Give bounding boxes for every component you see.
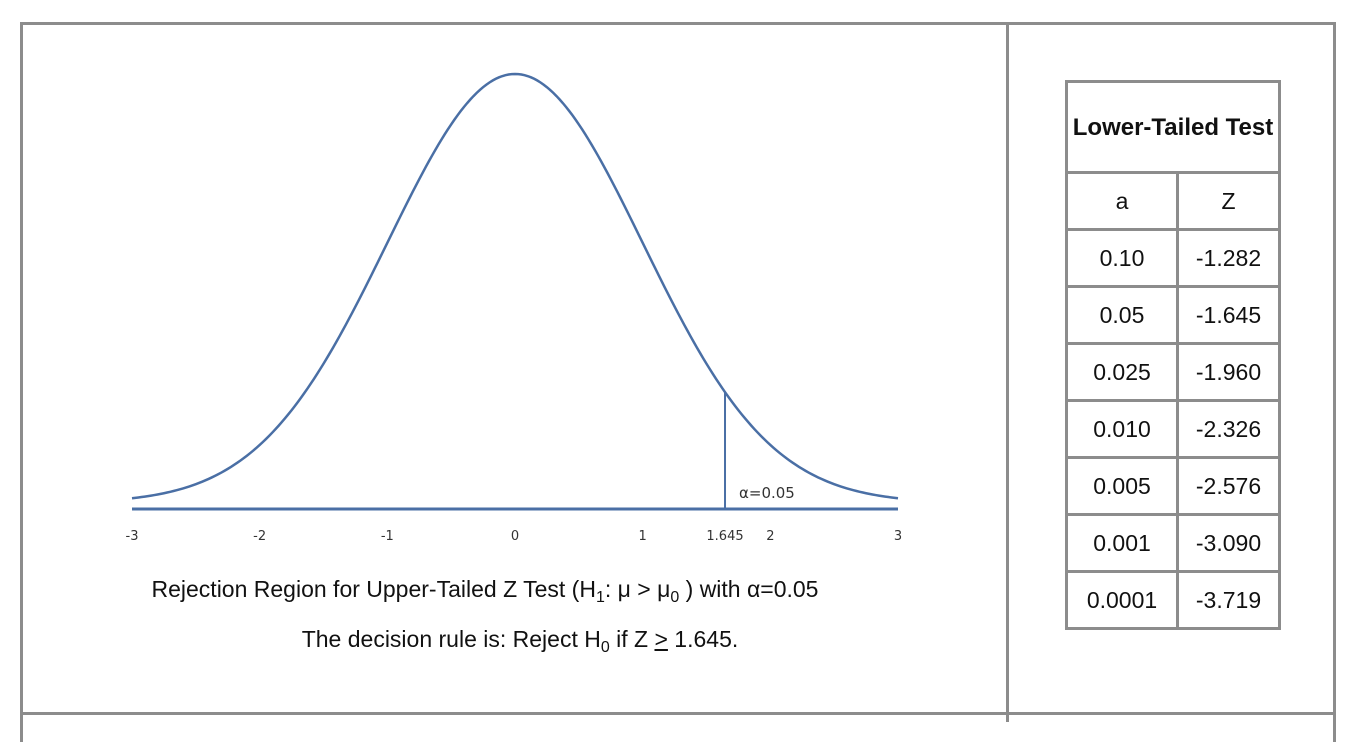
table-row: 0.05 -1.645 [1065,285,1281,345]
caption-rejection-region: Rejection Region for Upper-Tailed Z Test… [151,576,819,606]
z-cell: -2.326 [1176,399,1281,459]
outer-frame [20,22,1336,742]
z-cell: -1.960 [1176,342,1281,402]
table-header-row: a Z [1065,171,1281,231]
normal-curve-chart: α=0.05 -3 -2 -1 0 1 1.645 2 3 [126,72,903,544]
table-row: 0.005 -2.576 [1065,456,1281,516]
x-tick-label: 2 [766,529,774,544]
z-cell: -2.576 [1176,456,1281,516]
table-row: 0.025 -1.960 [1065,342,1281,402]
x-tick-label: 1 [639,529,647,544]
x-tick-label: 3 [894,529,902,544]
table-row: 0.010 -2.326 [1065,399,1281,459]
lower-tailed-critical-values-table: Lower-Tailed Test a Z 0.10 -1.282 0.05 -1.6… [1065,80,1281,630]
alpha-cell: 0.0001 [1065,570,1179,630]
z-cell: -1.282 [1176,228,1281,288]
x-tick-label: 1.645 [706,529,743,544]
caption-decision-rule: The decision rule is: Reject H0 if Z > 1… [301,626,739,656]
normal-curve-line [131,72,899,500]
x-tick-label: -1 [381,529,394,544]
x-tick-label: -3 [126,529,139,544]
x-tick-labels: -3 -2 -1 0 1 1.645 2 3 [126,529,903,544]
alpha-cell: 0.05 [1065,285,1179,345]
alpha-cell: 0.10 [1065,228,1179,288]
alpha-cell: 0.005 [1065,456,1179,516]
x-tick-label: -2 [253,529,266,544]
table-title: Lower-Tailed Test [1065,80,1281,174]
z-cell: -3.090 [1176,513,1281,573]
column-header-a: a [1065,171,1179,231]
table-row: 0.10 -1.282 [1065,228,1281,288]
alpha-cell: 0.010 [1065,399,1179,459]
column-divider [1006,22,1009,722]
bottom-rule [20,712,1336,715]
alpha-cell: 0.001 [1065,513,1179,573]
alpha-label: α=0.05 [739,484,795,502]
z-cell: -3.719 [1176,570,1281,630]
table-row: 0.001 -3.090 [1065,513,1281,573]
x-tick-label: 0 [511,529,519,544]
alpha-cell: 0.025 [1065,342,1179,402]
table-row: 0.0001 -3.719 [1065,570,1281,630]
column-header-z: Z [1176,171,1281,231]
z-cell: -1.645 [1176,285,1281,345]
